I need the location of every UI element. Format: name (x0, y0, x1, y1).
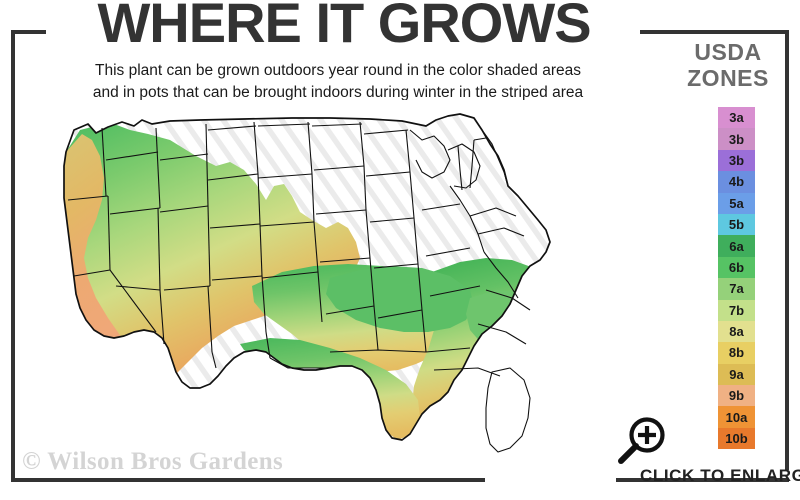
legend-swatch-label: 6a (729, 238, 744, 254)
legend-swatch-8b-11: 8b (718, 342, 755, 364)
legend-swatch-label: 3b (728, 131, 745, 147)
frame-border-left (11, 30, 15, 482)
usda-zone-legend: 3a 3b 3b 4b 5a 5b 6a 6b 7a 7b 8a 8b 9a 9b 10a 10b (718, 107, 755, 450)
frame-border-right (785, 30, 789, 470)
frame-border-top-right (640, 30, 789, 34)
copyright-watermark: © Wilson Bros Gardens (22, 448, 284, 475)
legend-swatch-label: 9a (729, 366, 744, 382)
map-svg[interactable] (30, 100, 670, 460)
legend-swatch-label: 6b (728, 259, 745, 275)
legend-swatch-10b-15: 10b (718, 427, 755, 450)
zone-region-pacific-coast (64, 134, 156, 394)
frame-border-bottom-right (616, 478, 789, 482)
frame-border-bottom-left (11, 478, 485, 482)
magnifier-plus-svg (618, 417, 665, 464)
legend-swatch-3b-2: 3b (718, 149, 755, 172)
subtitle-line-1: This plant can be grown outdoors year ro… (95, 62, 581, 79)
zone-region-gulf (240, 338, 420, 440)
legend-swatch-9a-12: 9a (718, 363, 755, 386)
legend-swatch-label: 7b (728, 302, 745, 318)
frame-border-top-left (11, 30, 46, 34)
legend-swatch-9b-13: 9b (718, 385, 755, 407)
legend-swatch-label: 7a (729, 281, 744, 297)
legend-swatch-5b-5: 5b (718, 213, 755, 236)
legend-swatch-6a-6: 6a (718, 235, 755, 257)
legend-swatch-5a-4: 5a (718, 192, 755, 214)
map-zone-fill-group (64, 114, 550, 440)
zone-region-west (64, 124, 360, 386)
subtitle-line-2: and in pots that can be brought indoors … (92, 84, 584, 101)
legend-title-line-2: ZONES (687, 64, 769, 91)
legend-swatch-7b-9: 7b (718, 299, 755, 321)
state-boundaries (63, 113, 551, 453)
legend-title-line-1: USDA (694, 39, 762, 65)
legend-swatch-8a-10: 8a (718, 320, 755, 343)
zone-region-great-lakes (326, 266, 474, 332)
legend-swatch-label: 4b (728, 174, 745, 190)
legend-swatch-label: 9b (728, 388, 745, 404)
legend-swatch-label: 5b (728, 217, 745, 233)
legend-swatch-10a-14: 10a (718, 406, 755, 428)
legend-swatch-label: 10a (725, 409, 748, 425)
usda-hardiness-map[interactable] (30, 100, 670, 460)
legend-swatch-label: 3a (729, 110, 744, 126)
magnifier-plus-icon[interactable] (614, 416, 670, 468)
legend-swatch-7a-8: 7a (718, 278, 755, 300)
legend-swatch-label: 3b (728, 152, 745, 168)
legend-swatch-3a-0: 3a (718, 107, 755, 129)
legend-swatch-3b-1: 3b (718, 128, 755, 150)
legend-swatch-4b-3: 4b (718, 171, 755, 193)
legend-swatch-label: 8b (728, 345, 745, 361)
legend-swatch-label: 5a (729, 195, 744, 211)
legend-swatch-label: 8a (729, 324, 744, 340)
page-title: WHERE IT GROWS (97, 0, 591, 54)
click-to-enlarge-label[interactable]: CLICK TO ENLARGE (640, 466, 800, 485)
legend-swatch-label: 10b (725, 431, 748, 447)
subtitle-text: This plant can be grown outdoors year ro… (28, 60, 648, 104)
legend-swatch-6b-7: 6b (718, 256, 755, 279)
legend-title: USDA ZONES (668, 39, 788, 92)
